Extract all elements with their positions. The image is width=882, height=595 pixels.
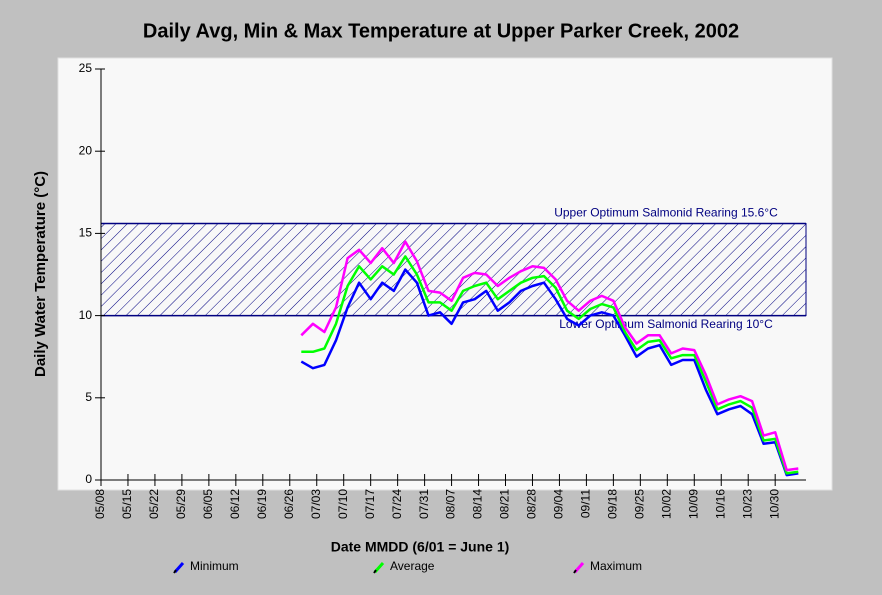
x-tick-label: 08/28 — [525, 489, 539, 519]
y-axis-label: Daily Water Temperature (°C) — [32, 171, 49, 377]
y-tick-label: 25 — [79, 61, 93, 75]
y-tick-label: 0 — [85, 472, 92, 486]
x-tick-label: 07/03 — [309, 489, 323, 519]
x-tick-label: 07/10 — [336, 489, 350, 519]
y-tick-label: 15 — [79, 226, 93, 240]
x-tick-label: 09/25 — [633, 489, 647, 519]
x-tick-label: 10/23 — [740, 489, 754, 519]
x-tick-label: 05/29 — [174, 489, 188, 519]
x-tick-label: 05/22 — [147, 489, 161, 519]
x-tick-label: 10/02 — [659, 489, 673, 519]
series-line — [301, 255, 799, 475]
x-tick-label: 07/17 — [363, 489, 377, 519]
x-tick-label: 06/05 — [201, 489, 215, 519]
y-tick-label: 5 — [85, 390, 92, 404]
y-tick-label: 10 — [79, 308, 93, 322]
x-tick-label: 07/31 — [417, 489, 431, 519]
x-tick-label: 09/04 — [552, 489, 566, 519]
x-tick-label: 10/09 — [686, 489, 700, 519]
y-tick-label: 20 — [79, 143, 93, 157]
annotation-label: Lower Optimum Salmonid Rearing 10°C — [559, 317, 773, 331]
x-tick-label: 05/15 — [120, 489, 134, 519]
x-axis-label: Date MMDD (6/01 = June 1) — [331, 539, 510, 555]
x-tick-label: 06/19 — [255, 489, 269, 519]
legend-swatch-shadow — [173, 569, 177, 574]
chart-title: Daily Avg, Min & Max Temperature at Uppe… — [143, 20, 739, 42]
x-tick-label: 09/18 — [606, 489, 620, 519]
x-tick-label: 06/26 — [282, 489, 296, 519]
x-tick-label: 09/11 — [579, 489, 593, 518]
legend-swatch-shadow — [373, 569, 377, 574]
x-tick-label: 10/30 — [767, 489, 781, 519]
x-tick-label: 10/16 — [713, 489, 727, 519]
x-tick-label: 08/21 — [498, 489, 512, 519]
x-tick-label: 08/14 — [471, 489, 485, 519]
annotation-label: Upper Optimum Salmonid Rearing 15.6°C — [554, 206, 778, 220]
x-tick-label: 08/07 — [444, 489, 458, 519]
series-line — [300, 240, 799, 472]
series-line — [300, 268, 799, 477]
legend-swatch-shadow — [573, 569, 577, 574]
legend-label: Minimum — [190, 559, 239, 573]
legend-label: Average — [390, 559, 435, 573]
optimum-band — [100, 223, 807, 317]
x-tick-label: 07/24 — [390, 489, 404, 519]
legend-label: Maximum — [590, 559, 642, 573]
x-tick-label: 06/12 — [228, 489, 242, 519]
x-tick-label: 05/08 — [93, 489, 107, 519]
